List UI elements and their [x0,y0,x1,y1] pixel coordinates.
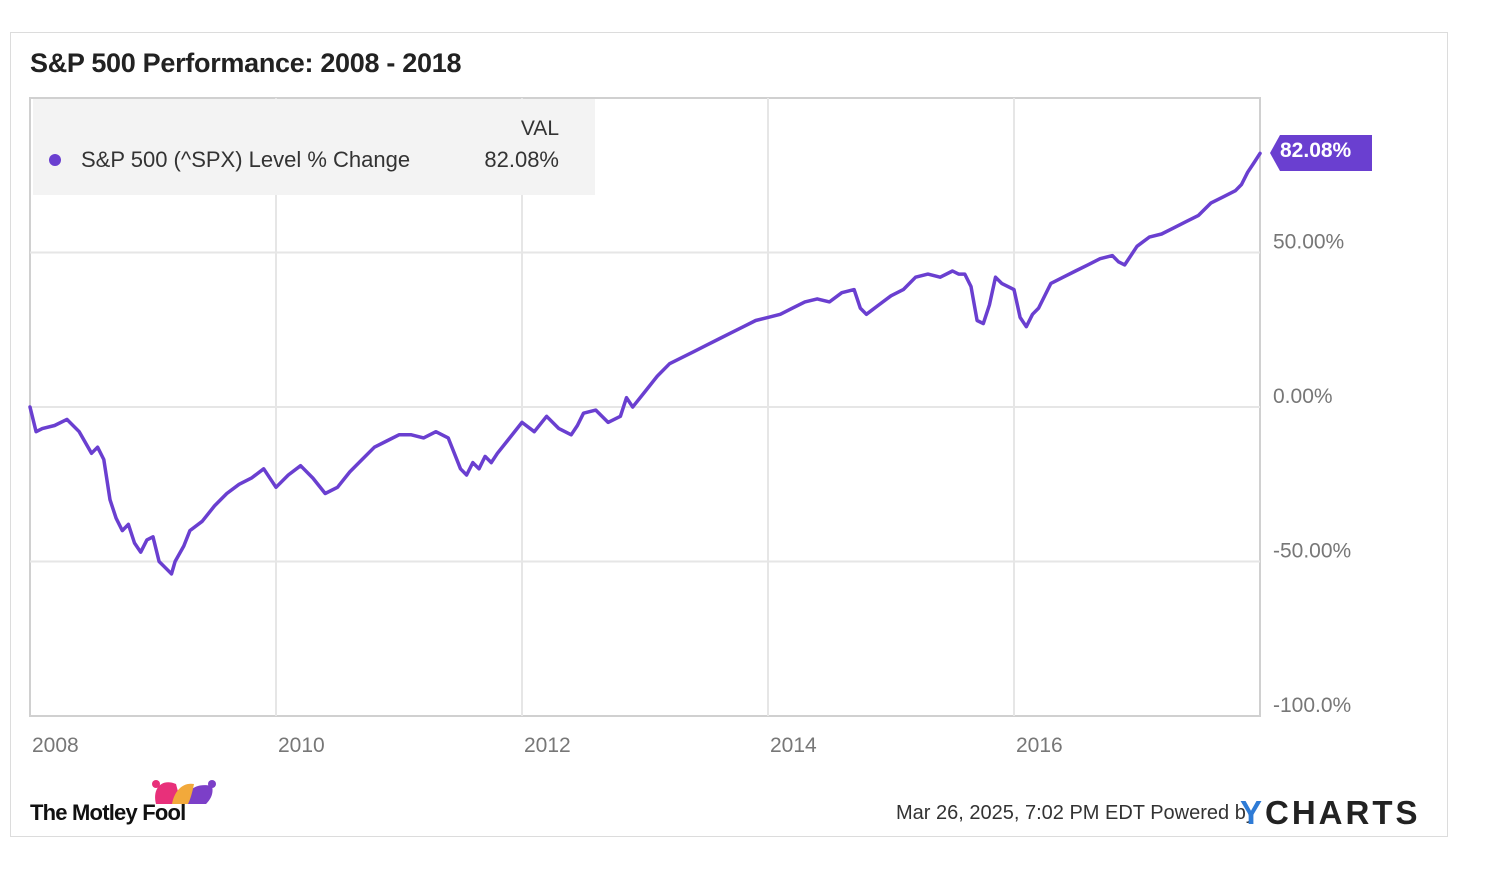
series-line [28,151,1262,576]
logo-text: The Motley Fool [30,800,186,825]
ycharts-y: Y [1240,794,1266,831]
chart-title: S&P 500 Performance: 2008 - 2018 [30,48,462,78]
y-axis: 50.00% 0.00% -50.00% -100.0% [1273,231,1351,718]
legend-series-value: 82.08% [484,147,559,172]
y-tick-label: -50.00% [1273,540,1351,563]
x-tick-label: 2008 [32,734,79,757]
legend-value-header: VAL [520,117,559,140]
motley-fool-logo: The Motley Fool [30,774,250,834]
y-tick-label: 0.00% [1273,385,1333,408]
end-value-flag: 82.08% [1270,135,1372,171]
end-value-label: 82.08% [1280,139,1352,162]
ycharts-logo: YCHARTS [1240,794,1421,832]
series-layer [28,151,1262,576]
x-tick-label: 2014 [770,734,817,757]
jester-hat-icon [152,780,216,804]
x-tick-label: 2012 [524,734,571,757]
timestamp: Mar 26, 2025, 7:02 PM EDT [896,802,1145,824]
ycharts-wordmark: CHARTS [1265,794,1421,831]
y-tick-label: -100.0% [1273,694,1351,717]
x-tick-label: 2016 [1016,734,1063,757]
grid [29,97,1261,717]
powered-by: Powered by [1150,802,1256,824]
legend-series-name: S&P 500 (^SPX) Level % Change [81,147,411,172]
legend: VAL S&P 500 (^SPX) Level % Change 82.08% [33,99,595,195]
footer-timestamp: Mar 26, 2025, 7:02 PM EDT Powered by [896,802,1256,825]
y-tick-label: 50.00% [1273,231,1344,254]
x-tick-label: 2010 [278,734,325,757]
legend-series-dot [49,154,61,166]
x-axis: 2008 2010 2012 2014 2016 [32,734,1063,757]
